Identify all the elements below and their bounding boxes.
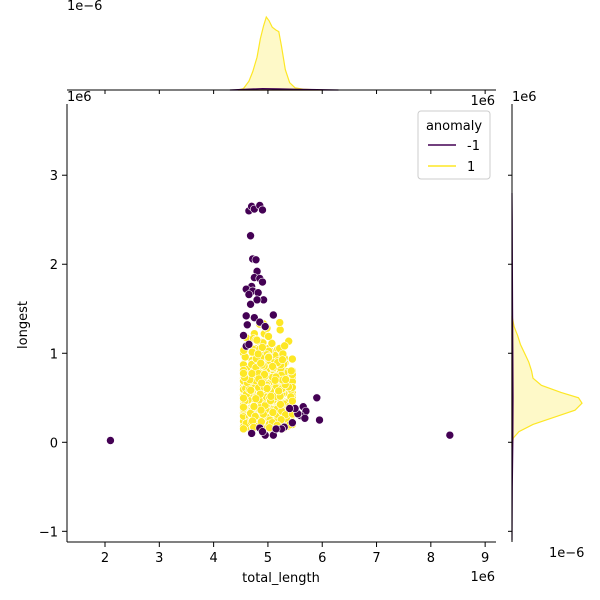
scatter-point-1 <box>266 392 276 401</box>
scatter-point-1 <box>252 335 262 345</box>
scatter-point-1 <box>275 325 285 335</box>
scatter-point-1 <box>239 403 248 412</box>
x-tick-label: 8 <box>427 551 435 566</box>
scatter-point-1 <box>246 386 256 395</box>
scatter-point-1 <box>247 369 257 378</box>
x-axis-label: total_length <box>242 571 320 586</box>
legend-label-1: 1 <box>467 160 475 175</box>
marginal-y-top-offset-label: 1e6 <box>512 90 537 105</box>
x-tick-label: 7 <box>372 551 380 566</box>
scatter-point-neg1 <box>244 340 254 349</box>
scatter-point-1 <box>251 394 261 404</box>
legend: anomaly -1 1 <box>417 110 491 180</box>
scatter-point-1 <box>258 343 267 352</box>
scatter-point-1 <box>260 370 269 379</box>
scatter-point-1 <box>264 332 273 341</box>
scatter-point-neg1 <box>242 320 252 330</box>
y-tick-label: 3 <box>50 169 58 184</box>
marginal-x-density-1 <box>237 15 323 91</box>
scatter-panel: 2 3 4 5 6 7 8 9 −1 0 1 2 3 total_length longest 1e6… <box>16 90 537 586</box>
scatter-point-1 <box>256 405 266 415</box>
scatter-point-1 <box>268 408 278 417</box>
series-neg1-points <box>106 201 455 445</box>
scatter-point-neg1 <box>251 255 261 265</box>
marginal-y-density-1 <box>511 315 583 447</box>
scatter-point-neg1 <box>106 436 115 445</box>
x-tick-label: 2 <box>101 551 109 566</box>
scatter-point-1 <box>249 402 259 411</box>
x-tick-label: 6 <box>318 551 326 566</box>
scatter-point-neg1 <box>271 424 281 434</box>
y-tick-label: 2 <box>50 258 58 273</box>
scatter-point-1 <box>280 341 289 351</box>
scatter-point-1 <box>274 386 284 396</box>
scatter-point-1 <box>239 369 248 378</box>
x-offset-label: 1e6 <box>470 570 495 585</box>
scatter-point-1 <box>276 400 285 409</box>
scatter-point-1 <box>267 339 277 348</box>
scatter-point-neg1 <box>315 415 324 425</box>
scatter-point-1 <box>286 366 296 376</box>
marginal-y-offset-label: 1e−6 <box>549 546 584 561</box>
scatter-point-1 <box>257 378 266 388</box>
scatter-point-neg1 <box>258 205 267 215</box>
x-tick-label: 5 <box>264 551 272 566</box>
scatter-point-neg1 <box>269 310 278 320</box>
scatter-point-neg1 <box>252 295 262 305</box>
x-tick-label: 9 <box>481 551 489 566</box>
scatter-point-1 <box>288 354 297 364</box>
scatter-point-neg1 <box>239 331 248 340</box>
y-tick-label: 0 <box>50 436 58 451</box>
scatter-point-1 <box>253 349 263 359</box>
scatter-point-1 <box>268 362 277 371</box>
y-offset-label: 1e6 <box>67 90 92 105</box>
scatter-point-1 <box>275 318 285 327</box>
marginal-x-density-panel: 1e−6 <box>67 0 496 94</box>
scatter-point-neg1 <box>285 404 294 413</box>
scatter-point-neg1 <box>241 311 251 321</box>
y-tick-label: 1 <box>50 347 58 362</box>
scatter-point-1 <box>256 358 266 368</box>
scatter-point-neg1 <box>260 322 270 331</box>
scatter-point-neg1 <box>258 427 267 436</box>
marginal-x-offset-label: 1e−6 <box>67 0 102 14</box>
x-tick-label: 4 <box>209 551 217 566</box>
scatter-point-neg1 <box>445 430 455 440</box>
scatter-point-neg1 <box>247 429 256 438</box>
y-axis-label: longest <box>16 301 31 349</box>
scatter-point-neg1 <box>246 231 255 241</box>
marginal-x-top-offset-label: 1e6 <box>470 94 495 109</box>
scatter-point-neg1 <box>253 288 263 298</box>
series-1-points <box>239 318 297 434</box>
scatter-point-1 <box>264 353 273 362</box>
scatter-point-1 <box>239 393 248 403</box>
legend-label-neg1: -1 <box>467 139 480 154</box>
scatter-point-neg1 <box>246 300 255 309</box>
x-tick-label: 3 <box>155 551 163 566</box>
legend-title: anomaly <box>426 119 482 134</box>
y-tick-label: −1 <box>39 525 58 540</box>
scatter-point-1 <box>262 384 272 393</box>
scatter-point-1 <box>281 375 290 384</box>
marginal-y-density-panel: 1e−6 <box>508 104 584 561</box>
scatter-point-neg1 <box>258 277 267 287</box>
scatter-point-neg1 <box>300 413 310 423</box>
scatter-point-1 <box>270 375 280 385</box>
scatter-point-1 <box>278 355 287 365</box>
scatter-point-1 <box>239 424 248 434</box>
scatter-point-neg1 <box>288 418 297 428</box>
scatter-point-neg1 <box>244 290 254 299</box>
scatter-point-1 <box>288 396 297 406</box>
scatter-point-neg1 <box>312 393 322 403</box>
